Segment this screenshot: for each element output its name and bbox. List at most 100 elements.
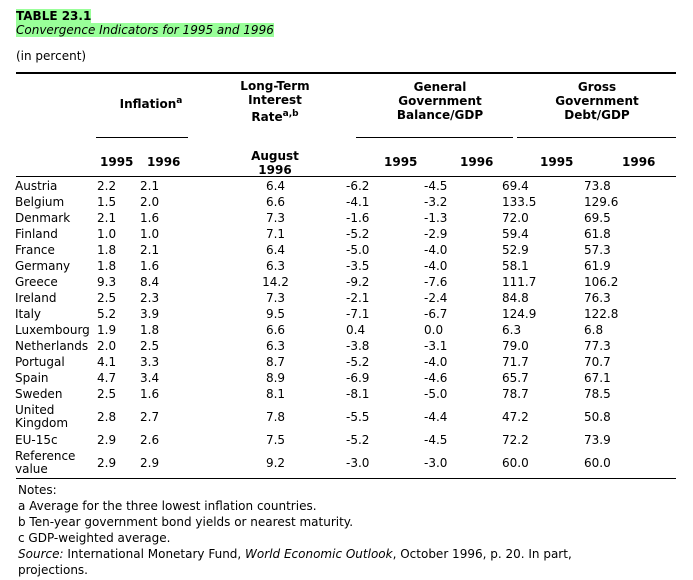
cell-bal96: -3.0: [424, 456, 448, 470]
cell-bal95: 0.4: [346, 323, 366, 337]
cell-debt95: 124.9: [502, 307, 537, 321]
source-note-cont: projections.: [18, 563, 88, 577]
cell-infl95: 4.7: [97, 371, 117, 385]
cell-debt96: 129.6: [584, 195, 619, 209]
cell-rate: 8.1: [265, 387, 286, 401]
country-name-line: Finland: [15, 226, 58, 241]
country-name-line: Luxembourg: [15, 322, 90, 337]
col-inflation-1996: 1996: [147, 155, 181, 169]
cell-infl95: 2.9: [97, 456, 117, 470]
table-row: Netherlands 2.0 2.5 6.3 -3.8 -3.1 79.0 77.3: [15, 338, 644, 354]
cell-bal96: -4.5: [424, 433, 448, 447]
table-row: Luxembourg 1.9 1.8 6.6 0.4 0.0 6.3 6.8: [15, 322, 644, 338]
country-cell: France: [15, 242, 97, 258]
cell-rate: 9.2: [265, 456, 286, 470]
country-cell: Italy: [15, 306, 97, 322]
unit-note: (in percent): [16, 49, 87, 63]
cell-debt95: 72.0: [502, 211, 529, 225]
cell-infl95: 2.0: [97, 339, 117, 353]
table-row: Spain 4.7 3.4 8.9 -6.9 -4.6 65.7 67.1: [15, 370, 644, 386]
cell-bal95: -2.1: [346, 291, 370, 305]
cell-rate: 6.3: [265, 339, 286, 353]
cell-rate: 7.3: [265, 291, 286, 305]
cell-infl95: 1.8: [97, 259, 117, 273]
header-long-term-rate: Long-Term Interest Ratea,b: [240, 79, 310, 124]
cell-debt96: 106.2: [584, 275, 619, 289]
notes-heading: Notes:: [18, 483, 57, 497]
cell-infl96: 3.3: [140, 355, 160, 369]
note-b: b Ten-year government bond yields or nea…: [18, 515, 354, 529]
table-row: Austria 2.2 2.1 6.4 -6.2 -4.5 69.4 73.8: [15, 178, 644, 194]
cell-infl96: 8.4: [140, 275, 160, 289]
cell-rate: 6.3: [265, 259, 286, 273]
cell-debt96: 78.5: [584, 387, 611, 401]
cell-bal96: -3.1: [424, 339, 448, 353]
col-debt-1995: 1995: [540, 155, 574, 169]
cell-debt95: 72.2: [502, 433, 529, 447]
country-name-line: EU-15c: [15, 432, 58, 447]
cell-debt95: 59.4: [502, 227, 529, 241]
cell-infl96: 1.0: [140, 227, 160, 241]
cell-bal96: -2.4: [424, 291, 448, 305]
top-rule: [16, 72, 676, 74]
cell-bal96: -4.0: [424, 243, 448, 257]
cell-infl96: 2.0: [140, 195, 160, 209]
col-lt-rate-date: August 1996: [251, 149, 299, 177]
table-row: Germany 1.8 1.6 6.3 -3.5 -4.0 58.1 61.9: [15, 258, 644, 274]
cell-debt95: 60.0: [502, 456, 529, 470]
country-cell: Austria: [15, 178, 97, 194]
cell-debt96: 57.3: [584, 243, 611, 257]
cell-debt95: 71.7: [502, 355, 529, 369]
cell-infl95: 5.2: [97, 307, 117, 321]
cell-debt95: 65.7: [502, 371, 529, 385]
cell-debt96: 76.3: [584, 291, 611, 305]
cell-bal96: -7.6: [424, 275, 448, 289]
cell-bal95: -3.0: [346, 456, 370, 470]
country-cell: Germany: [15, 258, 97, 274]
cell-debt95: 78.7: [502, 387, 529, 401]
cell-bal95: -3.8: [346, 339, 370, 353]
cell-rate: 9.5: [265, 307, 286, 321]
table-subtitle: Convergence Indicators for 1995 and 1996: [16, 23, 274, 37]
cell-bal96: -5.0: [424, 387, 448, 401]
cell-infl96: 1.8: [140, 323, 160, 337]
cell-debt96: 69.5: [584, 211, 611, 225]
cell-bal96: -4.0: [424, 355, 448, 369]
bottom-rule: [16, 478, 676, 479]
cell-infl96: 3.9: [140, 307, 160, 321]
country-name-line: Sweden: [15, 386, 63, 401]
cell-debt95: 111.7: [502, 275, 537, 289]
cell-debt95: 52.9: [502, 243, 529, 257]
country-cell: Finland: [15, 226, 97, 242]
cell-debt95: 47.2: [502, 410, 529, 424]
cell-debt95: 69.4: [502, 179, 529, 193]
cell-bal95: -5.5: [346, 410, 370, 424]
country-name-line: Portugal: [15, 354, 65, 369]
table-row: Portugal 4.1 3.3 8.7 -5.2 -4.0 71.7 70.7: [15, 354, 644, 370]
country-name-line: Reference: [15, 449, 76, 463]
cell-infl95: 2.8: [97, 410, 117, 424]
cell-rate: 6.6: [265, 323, 286, 337]
country-cell: Greece: [15, 274, 97, 290]
rule-gov-balance: [356, 137, 513, 138]
country-name-line: Italy: [15, 306, 42, 321]
rule-inflation: [96, 137, 188, 138]
cell-rate: 7.8: [265, 410, 286, 424]
cell-bal95: -5.2: [346, 433, 370, 447]
cell-rate: 6.6: [265, 195, 286, 209]
cell-bal95: -8.1: [346, 387, 370, 401]
cell-debt95: 133.5: [502, 195, 537, 209]
cell-infl95: 1.5: [97, 195, 117, 209]
cell-bal95: -9.2: [346, 275, 370, 289]
cell-infl95: 9.3: [97, 275, 117, 289]
header-gov-balance: General Government Balance/GDP: [396, 80, 484, 122]
country-cell: Netherlands: [15, 338, 97, 354]
header-inflation: Inflationa: [119, 96, 183, 111]
cell-bal95: -3.5: [346, 259, 370, 273]
country-name-line: Germany: [15, 258, 71, 273]
cell-rate: 8.9: [265, 371, 286, 385]
cell-rate: 7.5: [265, 433, 286, 447]
country-name-line: Ireland: [15, 290, 57, 305]
cell-debt96: 70.7: [584, 355, 611, 369]
rule-gross-debt: [517, 137, 676, 138]
